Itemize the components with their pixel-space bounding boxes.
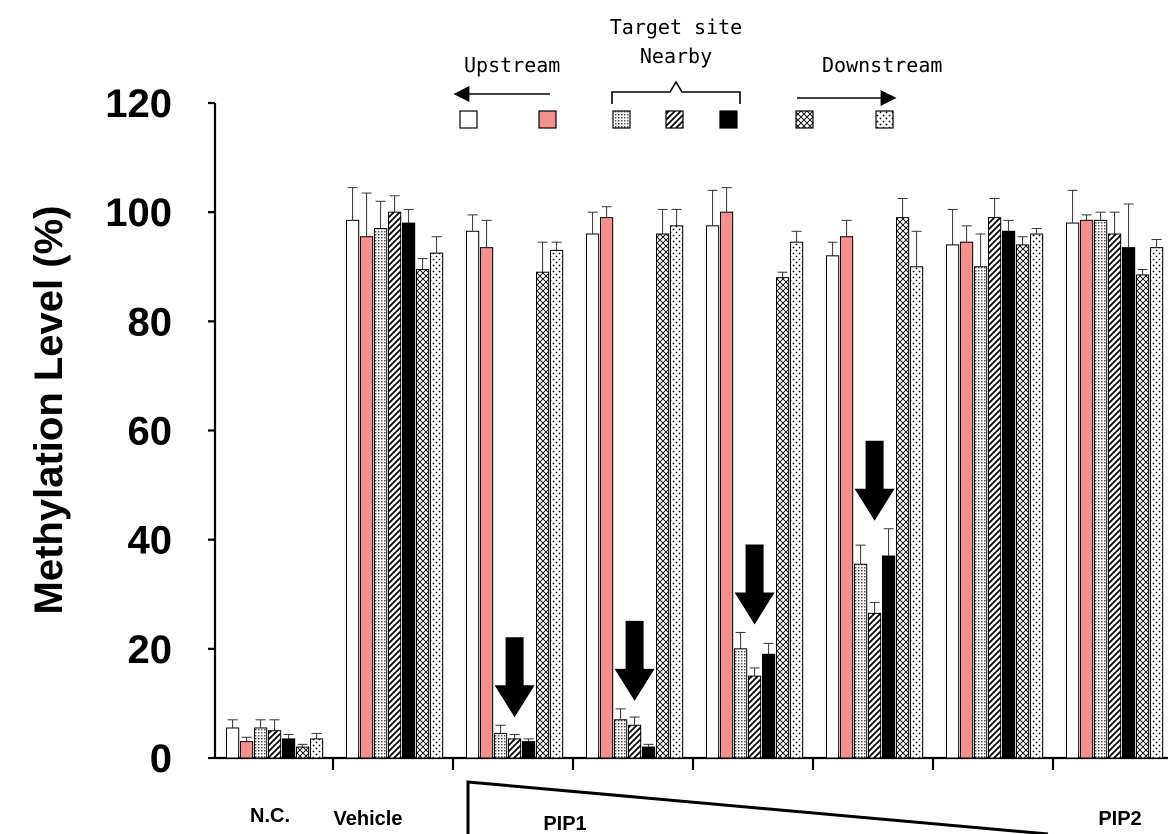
bar: [974, 266, 988, 759]
bar: [388, 211, 402, 759]
bar: [226, 727, 240, 759]
category-label-nc: N.C.: [250, 805, 290, 827]
legend-swatch-5: [719, 110, 738, 129]
bar: [960, 241, 974, 759]
bar: [374, 228, 388, 759]
bar: [762, 653, 776, 759]
bar: [310, 738, 324, 759]
bar: [1094, 219, 1108, 759]
category-label-vehicle: Vehicle: [334, 808, 403, 830]
y-tick-label: 100: [105, 191, 172, 235]
down-arrow: [734, 544, 775, 625]
bar: [508, 738, 522, 759]
y-tick-label: 120: [105, 82, 172, 126]
bar: [840, 236, 854, 759]
bar: [430, 252, 444, 759]
legend-swatch-6: [795, 110, 814, 129]
legend-upstream-label: Upstream: [464, 53, 560, 77]
bar: [734, 648, 748, 759]
bars: [226, 187, 1164, 759]
bar: [466, 230, 480, 759]
bar: [1136, 274, 1150, 759]
bar: [1002, 230, 1016, 759]
bar: [586, 233, 600, 759]
bar: [402, 222, 416, 759]
bar: [882, 555, 896, 759]
bar: [1030, 233, 1044, 759]
legend-swatch-3: [612, 110, 631, 129]
legend-target-site-label: Target site: [610, 15, 742, 39]
bar: [748, 675, 762, 759]
bar: [346, 219, 360, 759]
bar: [1080, 219, 1094, 759]
bar: [854, 563, 868, 759]
y-tick-label: 40: [128, 519, 173, 563]
down-arrow: [854, 440, 895, 521]
bar: [268, 730, 282, 759]
bar: [296, 746, 310, 759]
legend-downstream-label: Downstream: [822, 53, 942, 77]
y-tick-label: 20: [128, 628, 173, 672]
bar: [1150, 247, 1164, 759]
category-label-pip1: PIP1: [543, 813, 586, 834]
bar: [826, 255, 840, 759]
bar: [896, 217, 910, 759]
bar: [790, 241, 804, 759]
bar: [988, 217, 1002, 759]
bar: [642, 746, 656, 759]
bar: [550, 249, 564, 759]
bar: [656, 233, 670, 759]
y-ticks: 0 20 40 60 80 100 120: [105, 82, 215, 781]
legend-nearby-label: Nearby: [640, 44, 712, 68]
down-arrow: [494, 637, 535, 718]
category-label-pip2: PIP2: [1098, 808, 1141, 830]
bar: [720, 211, 734, 759]
bar: [670, 225, 684, 759]
bar: [1016, 244, 1030, 759]
bar: [254, 727, 268, 759]
legend-swatch-1: [459, 110, 478, 129]
bar: [240, 741, 254, 759]
bar: [536, 271, 550, 759]
pip-gradient-wedge: [466, 780, 1049, 834]
bar: [910, 266, 924, 759]
highlight-arrows: [494, 440, 895, 718]
bar: [1066, 222, 1080, 759]
y-axis-label: Methylation Level (%): [27, 206, 71, 615]
bar: [946, 244, 960, 759]
bar: [494, 732, 508, 759]
nearby-bracket: [611, 80, 741, 104]
bar: [776, 277, 790, 759]
bar: [1108, 233, 1122, 759]
y-tick-label: 60: [128, 410, 173, 454]
legend-swatch-4: [665, 110, 684, 129]
bar: [282, 738, 296, 759]
legend-swatch-7: [875, 110, 894, 129]
down-arrow: [614, 620, 655, 701]
bar: [522, 741, 536, 759]
y-tick-label: 80: [128, 300, 173, 344]
y-tick-label: 0: [150, 737, 172, 781]
bar: [416, 268, 430, 759]
legend: Upstream Target site Nearby Downstream: [453, 15, 942, 129]
bar: [868, 612, 882, 759]
bar: [706, 225, 720, 759]
bar: [1122, 247, 1136, 759]
bar: [480, 247, 494, 759]
legend-swatch-2: [538, 110, 557, 129]
bar: [600, 217, 614, 759]
bar: [628, 724, 642, 759]
bar: [360, 236, 374, 759]
bar: [614, 719, 628, 759]
